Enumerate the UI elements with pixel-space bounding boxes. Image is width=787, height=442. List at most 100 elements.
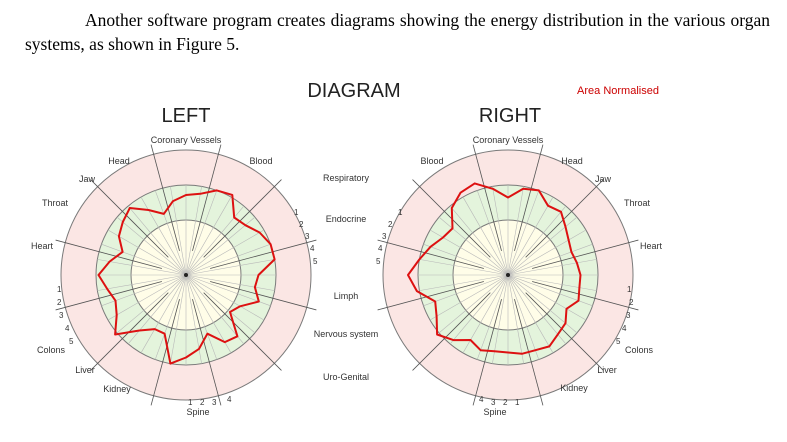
right-inner-spoke [507,274,597,291]
left-label-blood: Blood [249,156,272,166]
diagram-title: DIAGRAM [307,80,400,102]
right-inner-spoke [507,205,567,276]
left-inner-spoke [185,186,202,276]
left-inner-spoke [154,274,187,360]
left-inner-spoke [185,259,275,276]
left-sector-line [210,281,317,311]
right-label-jaw: Jaw [595,174,612,184]
right-inner-spoke [419,274,509,291]
right-sector-line [472,299,502,406]
left-sector-line [150,144,180,251]
left-inner-spoke [185,274,275,291]
left-energy-trace [97,189,276,365]
right-sector-line [532,281,639,311]
left-inner-spoke [107,229,187,276]
left-inner-spoke [116,216,187,276]
left-inner-spoke [185,216,256,276]
right-inner-spoke [476,190,509,276]
right-label-liver: Liver [597,365,617,375]
left-inner-spoke [185,196,232,276]
left-inner-spoke [185,229,265,276]
left-right-tick-3: 3 [305,232,310,241]
right-inner-spoke [507,274,540,360]
left-inner-spoke [107,274,187,321]
left-label-coronary-vessels: Coronary Vessels [151,135,222,145]
left-inner-spoke [185,243,271,276]
right-inner-spoke [507,196,554,276]
left-sector-line [150,299,180,406]
left-inner-spoke [154,190,187,276]
left-inner-spoke [101,243,187,276]
right-inner-spoke [507,186,524,276]
center-label-uro-genital: Uro-Genital [323,372,369,382]
right-inner-spoke [507,190,540,276]
left-sector-line [192,299,222,406]
right-inner-spoke [507,243,593,276]
right-sector-line [532,239,639,269]
right-energy-trace [407,182,582,355]
left-bottom-tick-2: 2 [200,398,205,407]
right-inner-spoke [507,274,587,321]
right-heading: RIGHT [479,105,541,127]
right-left-tick-2: 2 [388,220,393,229]
center-label-nervous-system: Nervous system [314,329,379,339]
right-label-head: Head [561,156,583,166]
left-side-tick-2: 2 [57,298,62,307]
left-inner-spoke [170,274,187,364]
left-label-kidney: Kidney [103,384,131,394]
right-center-point [506,273,510,277]
left-bottom-tick-4: 4 [227,395,232,404]
left-right-tick-1: 1 [294,208,299,217]
left-inner-spoke [185,274,218,360]
right-inner-spoke [423,274,509,307]
center-label-respiratory: Respiratory [323,173,370,183]
left-label-throat: Throat [42,198,69,208]
left-label-colons: Colons [37,345,66,355]
right-inner-spoke [507,229,587,276]
right-label-heart: Heart [640,241,663,251]
right-sector-line [525,292,604,371]
right-inner-spoke [492,274,509,364]
right-inner-spoke [449,205,509,276]
right-inner-spoke [419,259,509,276]
left-inner-spoke [185,274,245,345]
left-sector-line [210,239,317,269]
left-label-heart: Heart [31,241,54,251]
right-left-tick-5: 5 [376,257,381,266]
right-label-kidney: Kidney [560,383,588,393]
right-side-tick-4: 4 [622,324,627,333]
right-side-tick-2: 2 [629,298,634,307]
right-label-blood: Blood [420,156,443,166]
right-sector-line [377,281,484,311]
left-right-tick-4: 4 [310,244,315,253]
right-sector-line [514,144,544,251]
left-bottom-tick-1: 1 [188,398,193,407]
left-inner-spoke [116,274,187,334]
left-inner-spoke [185,274,256,334]
left-sector-line [55,281,162,311]
left-sector-line [90,179,169,258]
right-inner-spoke [423,243,509,276]
left-right-tick-5: 5 [313,257,318,266]
left-side-tick-5: 5 [69,337,74,346]
right-side-tick-3: 3 [626,311,631,320]
right-side-tick-5: 5 [616,337,621,346]
right-inner-spoke [507,259,597,276]
left-side-tick-3: 3 [59,311,64,320]
right-inner-spoke [429,274,509,321]
area-normalised-note: Area Normalised [577,85,659,97]
left-inner-spoke [97,259,187,276]
left-center-point [184,273,188,277]
left-sector-line [55,239,162,269]
left-sector-line [203,179,282,258]
left-label-spine: Spine [186,407,209,417]
left-inner-spoke [140,274,187,354]
right-inner-spoke [438,216,509,276]
left-inner-spoke [185,190,218,276]
right-inner-spoke [449,274,509,345]
right-inner-spoke [507,274,524,364]
right-side-tick-1: 1 [627,285,632,294]
left-inner-spoke [97,274,187,291]
right-sector-line [412,292,491,371]
